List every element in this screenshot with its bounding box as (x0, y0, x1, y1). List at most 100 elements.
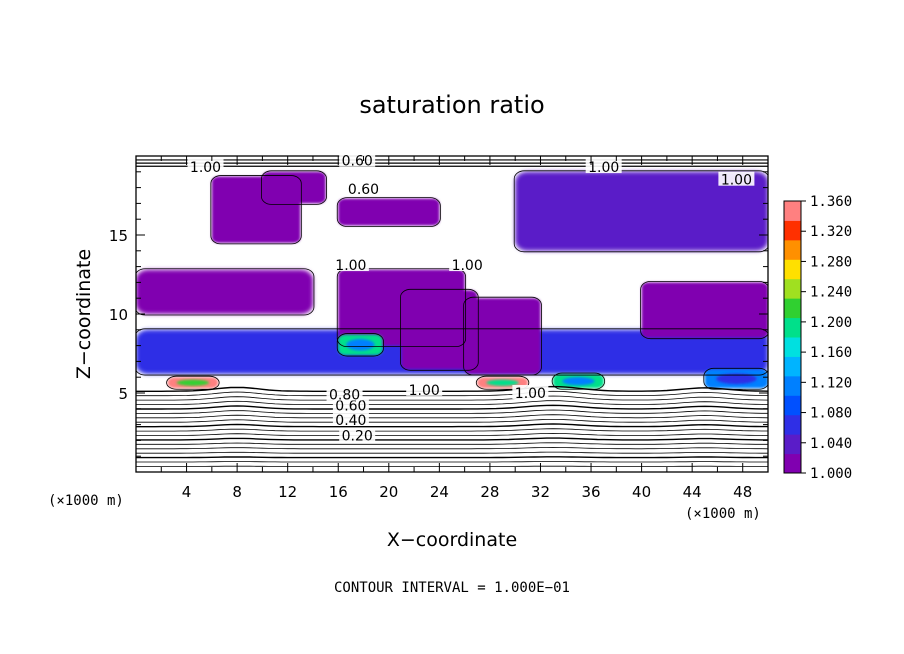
contour-line (136, 268, 315, 316)
contour-line (136, 432, 768, 436)
contour-line (136, 414, 768, 419)
supersaturated-core (716, 373, 757, 385)
x-tick-label: 36 (581, 483, 600, 501)
contour-label-bg (718, 171, 755, 186)
colorbar-swatch (784, 337, 801, 357)
colorbar-swatch (784, 201, 801, 221)
y-axis: 5 10 15 (109, 171, 768, 457)
contour-line (136, 423, 768, 428)
supersaturated-region (464, 298, 541, 375)
colorbar-tick-label: 1.240 (810, 285, 852, 301)
contour-label: 1.00 (588, 160, 619, 176)
contour-label: 0.20 (342, 429, 373, 445)
supersaturated-region (641, 282, 768, 338)
colorbar-swatch (784, 414, 801, 435)
colorbar-swatch (784, 317, 801, 338)
colorbar-tick-label: 1.040 (810, 436, 852, 452)
contour-line (136, 409, 768, 414)
contour-label-bg (449, 257, 486, 272)
contour-line (260, 170, 327, 205)
contour-label: 1.00 (409, 383, 440, 399)
colorbar: 1.360 1.320 1.280 1.240 1.200 1.160 1.120 1.080… (783, 194, 852, 482)
chart-title: saturation ratio (359, 91, 544, 119)
contour-label: 0.60 (348, 182, 379, 198)
contour-line (513, 170, 768, 253)
y-axis-label: Z−coordinate (73, 249, 95, 379)
colorbar-tick-label: 1.320 (810, 224, 852, 240)
y-tick-label: 5 (118, 385, 128, 403)
colorbar-swatch (784, 434, 801, 455)
contour-line (136, 395, 768, 401)
contour-label-bg (187, 159, 224, 174)
contour-line (136, 461, 768, 463)
contour-label: 0.40 (335, 413, 366, 429)
supersaturated-core (346, 339, 375, 351)
contour-line (136, 451, 768, 454)
contour-line (336, 333, 384, 357)
contour-label: 0.60 (342, 154, 373, 170)
colorbar-swatch (784, 298, 801, 319)
x-axis: 4 8 12 16 20 24 28 32 36 40 44 48 (160, 156, 769, 501)
supersaturated-region (401, 290, 478, 370)
colorbar-swatch (784, 220, 801, 241)
contour-line (551, 372, 606, 390)
contour-label-bg (339, 152, 376, 167)
contour-interval-note: CONTOUR INTERVAL = 1.000E−01 (334, 580, 570, 596)
colorbar-swatch (784, 278, 801, 299)
contour-label: 1.00 (515, 386, 546, 402)
plot-area (136, 156, 768, 472)
contour-line (136, 404, 768, 410)
contour-line (136, 437, 768, 441)
supersaturation-fills (136, 171, 768, 389)
contour-line (400, 288, 479, 371)
contour-line (703, 367, 768, 390)
x-tick-label: 40 (632, 483, 651, 501)
colorbar-tick-label: 1.200 (810, 315, 852, 331)
x-unit-left: (×1000 m) (48, 493, 124, 509)
contour-line (463, 296, 542, 376)
x-axis-label: X−coordinate (387, 529, 517, 551)
contour-line (136, 400, 768, 405)
colorbar-tick-label: 1.160 (810, 345, 852, 361)
x-tick-label: 8 (232, 483, 242, 501)
contour-label: 1.00 (721, 173, 752, 189)
supersaturated-region (515, 171, 768, 251)
x-tick-label: 16 (329, 483, 348, 501)
colorbar-tick-label: 1.000 (810, 466, 852, 482)
x-tick-label: 4 (182, 483, 192, 501)
x-tick-label: 32 (531, 483, 550, 501)
colorbar-swatch (784, 375, 801, 396)
contour-lines (136, 159, 768, 467)
contour-line (136, 428, 768, 432)
contour-line (166, 375, 220, 390)
colorbar-tick-label: 1.080 (810, 406, 852, 422)
contour-line (136, 390, 768, 397)
contour-label-bg (332, 257, 369, 272)
contour-label: 0.60 (335, 399, 366, 415)
colorbar-swatch (784, 453, 801, 474)
contour-line (475, 375, 530, 390)
contour-line (640, 281, 768, 340)
y-tick-label: 15 (109, 227, 128, 245)
contour-line (336, 268, 467, 348)
contour-label: 1.00 (190, 160, 221, 176)
supersaturated-core (176, 379, 210, 386)
x-tick-label: 20 (379, 483, 398, 501)
x-tick-label: 48 (733, 483, 752, 501)
contour-line (136, 442, 768, 445)
contour-label-bg (326, 386, 363, 401)
supersaturated-core (562, 377, 595, 386)
supersaturated-region (262, 171, 326, 204)
contour-label-bg (332, 411, 369, 426)
x-tick-label: 24 (430, 483, 449, 501)
colorbar-swatch (784, 395, 801, 416)
x-tick-label: 12 (278, 483, 297, 501)
colorbar-tick-label: 1.360 (810, 194, 852, 210)
colorbar-frame (783, 200, 802, 474)
contour-line (136, 385, 768, 392)
contour-line (136, 456, 768, 459)
x-tick-label: 28 (480, 483, 499, 501)
contour-label-bg (406, 381, 443, 396)
contour-line (210, 175, 302, 245)
